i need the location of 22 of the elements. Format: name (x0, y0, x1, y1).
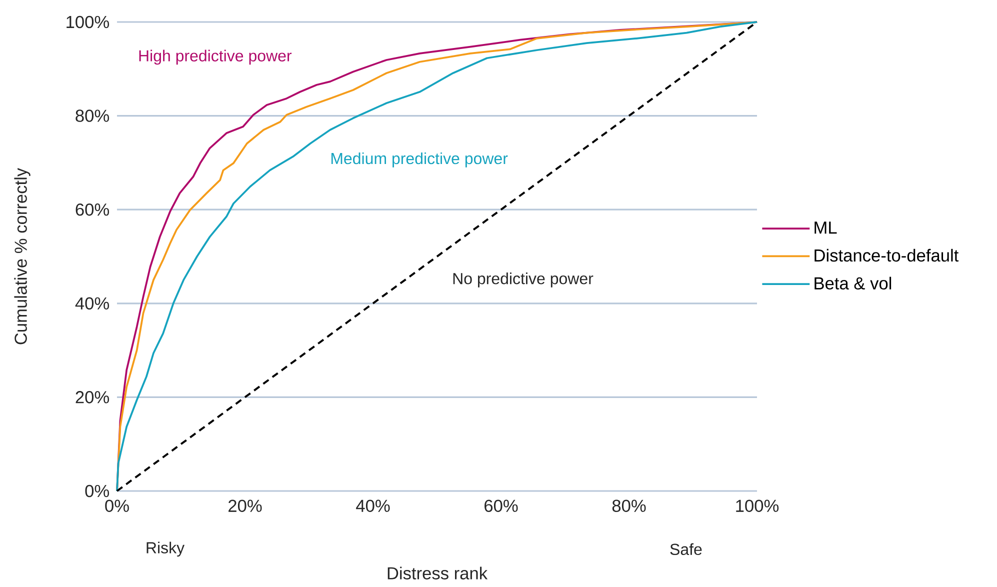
y-tick-label: 100% (66, 16, 110, 28)
y-tick-label: 40% (75, 297, 110, 310)
text: Safe (670, 543, 702, 556)
annotation: Medium predictive power (331, 152, 508, 168)
x-tick-label: 60% (484, 500, 518, 512)
y-tick-label: 0% (85, 484, 110, 498)
annotation: No predictive power (453, 272, 594, 288)
text: Risky (146, 542, 185, 557)
x-tick-label: 80% (612, 500, 646, 512)
x-tick-label: 20% (228, 500, 262, 512)
legend-label: Beta & vol (814, 276, 892, 290)
y-axis-title: Cumulative % correctly (14, 168, 30, 344)
x-tick-label: 0% (105, 500, 129, 512)
legend-label: ML (814, 222, 837, 234)
x-tick-label: 100% (736, 500, 779, 512)
x-tick-label: 40% (356, 500, 390, 512)
y-tick-label: 80% (76, 110, 110, 122)
x-axis-title: Distress rank (388, 566, 488, 580)
y-tick-label: 20% (76, 391, 110, 404)
annotation: High predictive power (139, 50, 292, 65)
legend-label: Distance-to-default (814, 248, 959, 262)
y-tick-label: 60% (76, 203, 110, 216)
